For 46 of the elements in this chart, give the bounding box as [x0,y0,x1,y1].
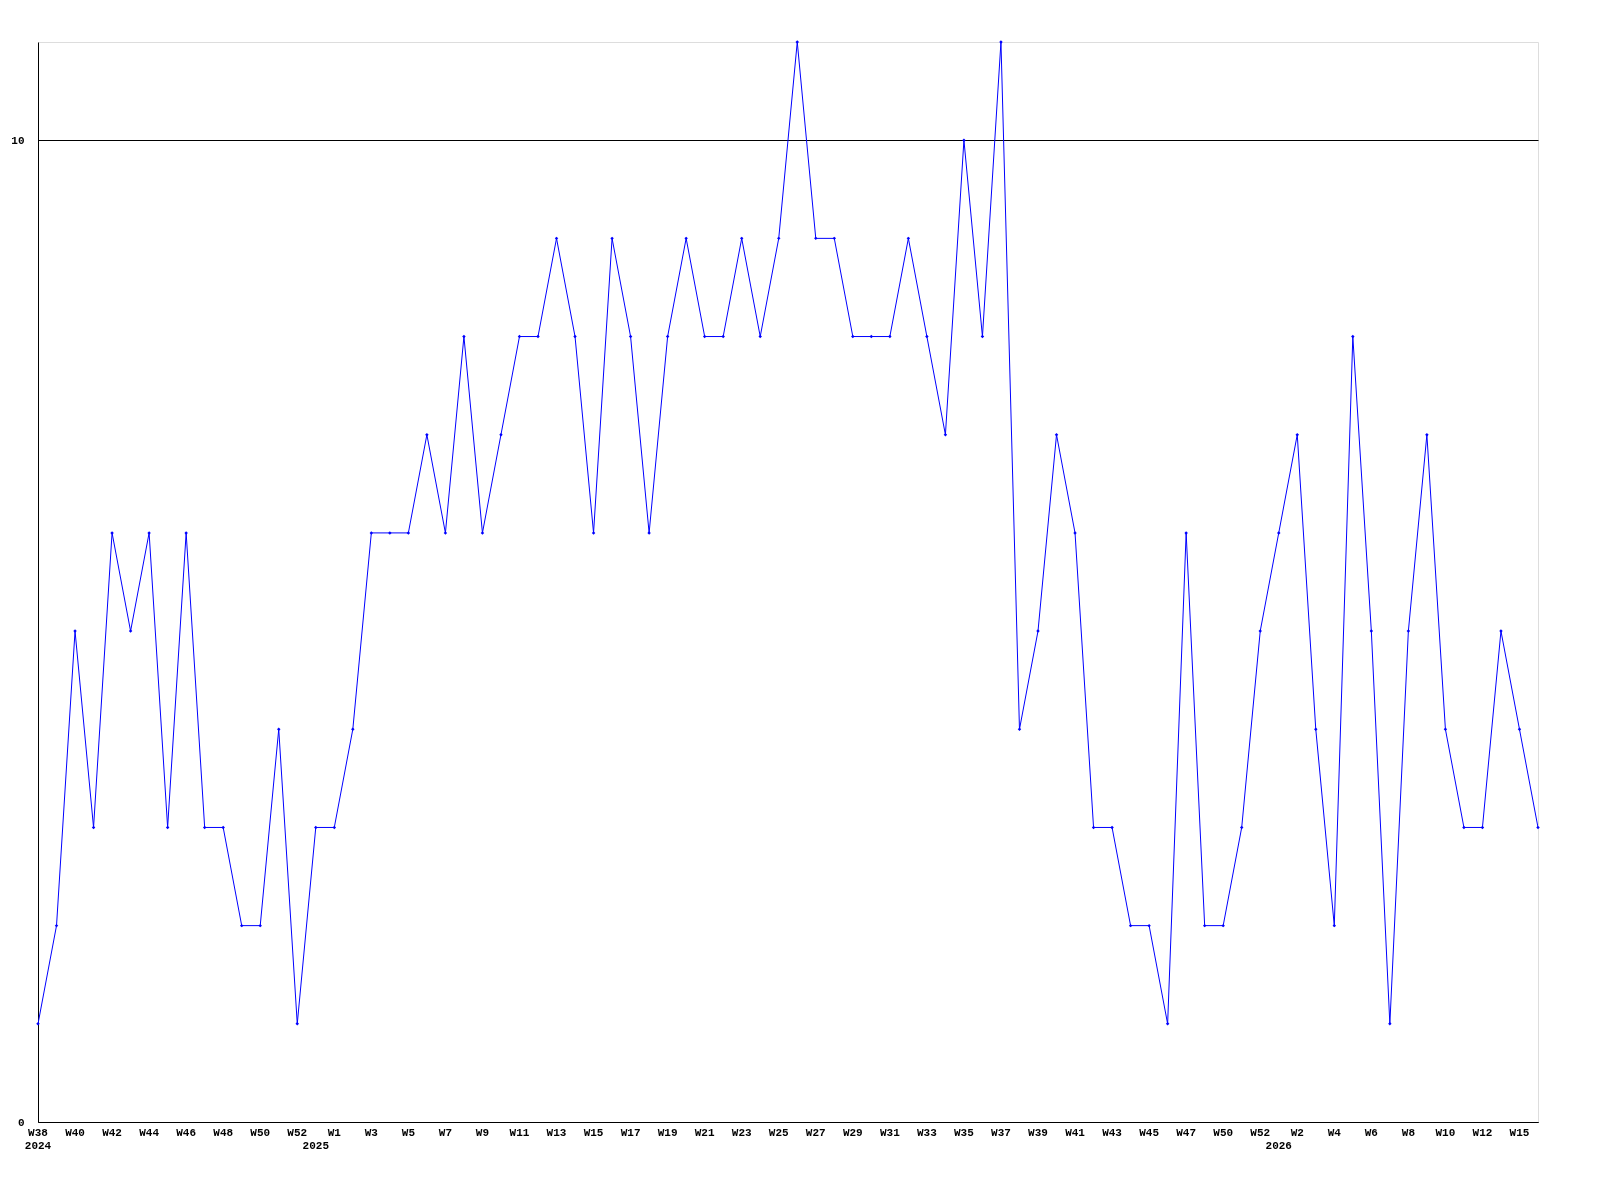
x-tick-label: W9 [475,1127,490,1139]
x-tick-label: W27 [805,1127,826,1139]
text: 2025 [302,1140,330,1152]
x-tick-label: W12 [1472,1127,1493,1139]
x-tick-label: W52 [1250,1127,1271,1139]
x-tick-label: W3 [364,1127,379,1139]
x-tick-label: W35 [954,1127,975,1139]
x-tick-label: W42 [102,1127,122,1139]
x-tick-label: W7 [438,1127,453,1139]
x-tick-label: W4 [1327,1127,1342,1139]
x-tick-label: W11 [509,1127,530,1139]
x-tick-label: W15 [1509,1127,1530,1139]
y-tick-label: 10 [11,134,25,147]
x-tick-label: W43 [1102,1127,1123,1139]
x-tick-label: W39 [1028,1127,1048,1139]
x-tick-label: W52 [287,1127,308,1139]
x-tick-label: W33 [916,1127,938,1139]
x-tick-label: W45 [1139,1127,1160,1139]
text: 2024 [24,1140,52,1152]
x-tick-label: W40 [65,1127,85,1139]
x-tick-label: W44 [139,1127,160,1139]
x-tick-label: W10 [1435,1127,1456,1139]
x-tick-label: W47 [1176,1127,1197,1139]
x-tick-label: W38 [28,1127,49,1139]
y-tick-label: 0 [17,1116,25,1129]
x-tick-label: W2 [1290,1127,1304,1139]
x-tick-label: W25 [768,1127,790,1139]
text: 2026 [1265,1140,1292,1152]
x-tick-label: W1 [327,1127,342,1139]
x-tick-label: W8 [1401,1127,1416,1139]
x-tick-label: W21 [694,1127,715,1139]
x-tick-label: W31 [879,1127,901,1139]
x-tick-label: W37 [991,1127,1011,1139]
x-tick-label: W23 [731,1127,752,1139]
x-tick-label: W41 [1065,1127,1086,1139]
x-tick-label: W19 [657,1127,678,1139]
x-tick-label: W50 [250,1127,271,1139]
x-tick-label: W29 [842,1127,863,1139]
x-tick-label: W48 [213,1127,234,1139]
x-tick-label: W46 [176,1127,197,1139]
x-tick-label: W15 [583,1127,604,1139]
x-tick-label: W13 [546,1127,567,1139]
x-tick-label: W50 [1213,1127,1234,1139]
x-tick-label: W5 [401,1127,416,1139]
x-tick-label: W17 [620,1127,641,1139]
x-tick-label: W6 [1364,1127,1378,1139]
